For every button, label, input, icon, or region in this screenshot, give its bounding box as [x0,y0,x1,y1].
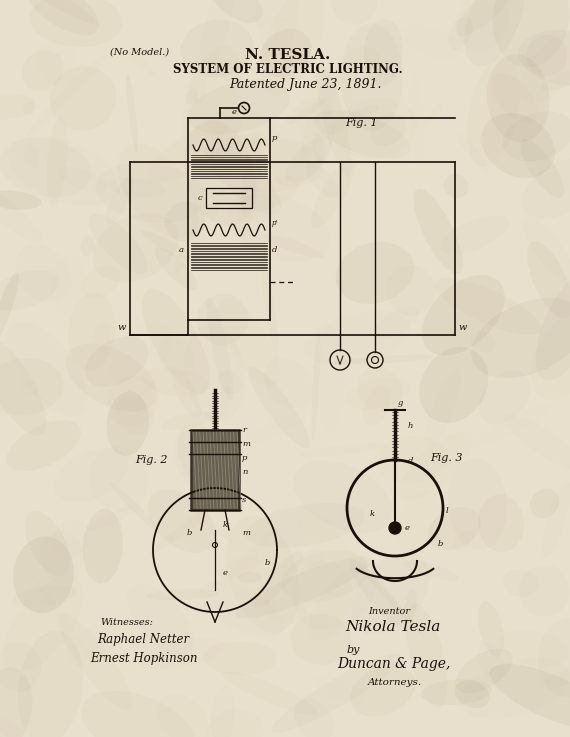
Text: Raphael Netter: Raphael Netter [97,633,189,646]
Text: Fig. 3: Fig. 3 [430,453,462,463]
Text: c: c [198,194,203,202]
Text: w: w [117,323,125,332]
Text: s: s [242,496,246,504]
Text: e: e [223,569,228,577]
Ellipse shape [422,275,504,355]
Text: p': p' [272,219,278,227]
Text: h: h [408,422,413,430]
Ellipse shape [455,680,490,708]
Text: SYSTEM OF ELECTRIC LIGHTING.: SYSTEM OF ELECTRIC LIGHTING. [173,63,403,76]
Text: e: e [232,108,237,116]
Bar [191,430,239,510]
Ellipse shape [471,298,570,378]
Text: N. TESLA.: N. TESLA. [245,48,331,62]
Ellipse shape [165,201,205,242]
Ellipse shape [336,242,414,304]
Ellipse shape [13,537,74,613]
Ellipse shape [83,509,123,584]
Text: l: l [446,507,449,515]
Text: b: b [438,540,443,548]
Ellipse shape [490,664,570,729]
Text: w: w [458,323,466,332]
Ellipse shape [487,55,549,142]
Text: k: k [223,521,228,529]
Ellipse shape [420,347,488,423]
Text: (No Model.): (No Model.) [110,48,169,57]
Text: e: e [405,524,410,532]
Ellipse shape [482,113,555,178]
Text: b: b [187,529,193,537]
Ellipse shape [530,489,559,518]
Ellipse shape [0,272,19,348]
Text: Fig. 1: Fig. 1 [345,118,377,128]
Text: m: m [242,529,250,537]
Text: r: r [242,426,246,434]
Ellipse shape [210,0,263,23]
Text: p: p [272,134,278,142]
Ellipse shape [107,391,149,456]
Text: Attorneys.: Attorneys. [368,678,422,687]
Text: Ernest Hopkinson: Ernest Hopkinson [90,652,197,665]
Text: Inventor: Inventor [368,607,410,616]
Text: g: g [398,399,404,407]
Text: Duncan & Page,: Duncan & Page, [337,657,450,671]
Ellipse shape [260,29,312,77]
Text: d: d [272,246,278,254]
Text: k: k [370,510,375,518]
Text: n: n [242,468,247,476]
Bar [206,188,252,208]
Text: Patented June 23, 1891.: Patented June 23, 1891. [229,78,381,91]
Text: by: by [347,645,360,655]
Text: m: m [242,440,250,448]
Text: b: b [265,559,270,567]
Text: d: d [408,457,413,465]
Text: Witnesses:: Witnesses: [100,618,153,627]
Text: a: a [179,246,184,254]
Circle shape [389,522,401,534]
Text: p: p [242,454,247,462]
Ellipse shape [0,191,42,210]
Text: Fig. 2: Fig. 2 [135,455,168,465]
Text: Nikola Tesla: Nikola Tesla [345,620,441,634]
Ellipse shape [413,189,463,274]
